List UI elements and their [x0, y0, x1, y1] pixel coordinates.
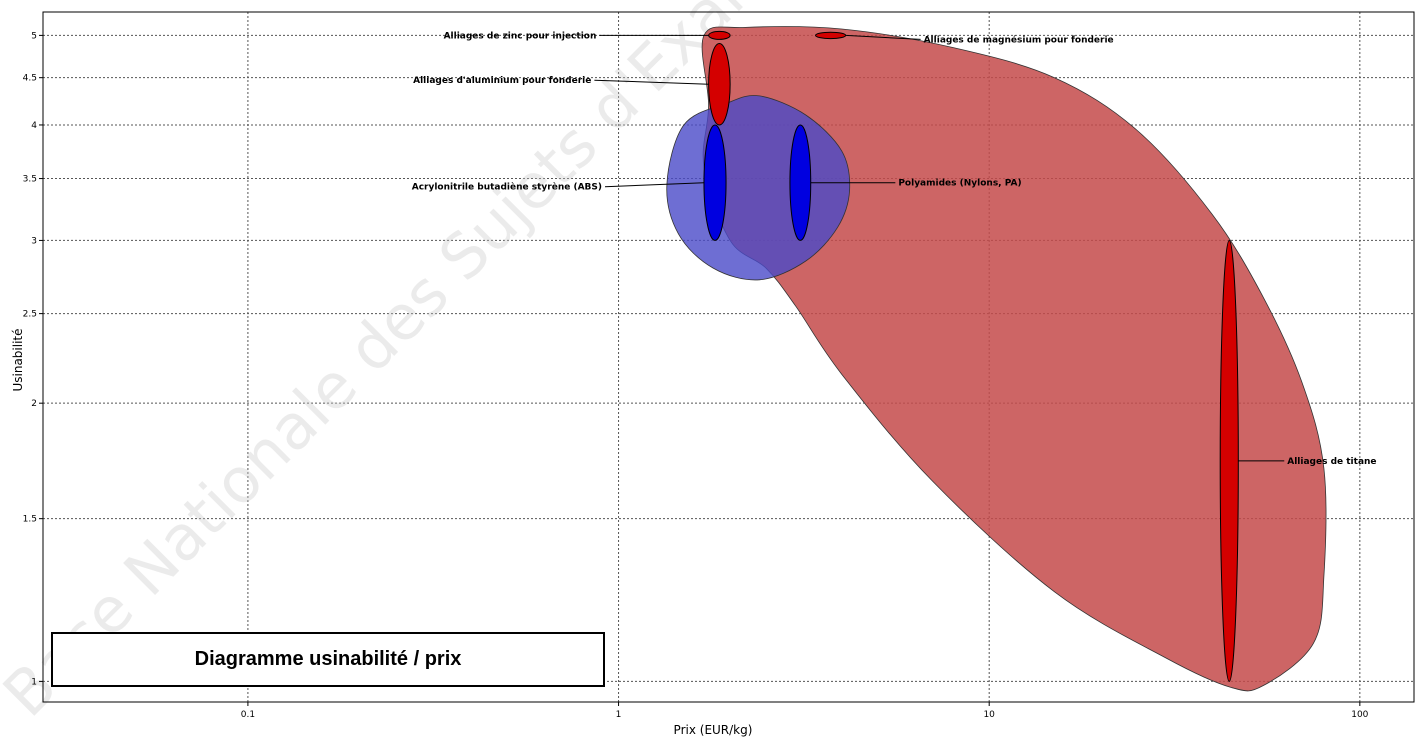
material-ellipse: [1219, 239, 1239, 682]
material-ellipse: [708, 30, 731, 40]
y-tick-label: 3: [31, 236, 37, 246]
material-ellipse: [815, 31, 847, 40]
y-tick-label: 4: [31, 121, 37, 131]
x-tick-label: 100: [1351, 710, 1368, 720]
y-tick-label: 1.5: [23, 515, 37, 525]
material-label: Alliages de magnésium pour fonderie: [924, 34, 1114, 45]
ticks: 0.1 1 10 100 1 1.5 2 2.5 3 3.5 4 4.5 5: [23, 31, 1369, 720]
x-tick-label: 0.1: [241, 710, 255, 720]
material-leader: [845, 34, 921, 40]
material-label: Alliages de titane: [1287, 457, 1376, 467]
material-label: Alliages de zinc pour injection: [444, 31, 597, 41]
material-label: Polyamides (Nylons, PA): [898, 179, 1021, 189]
materials: Alliages de zinc pour injection Alliages …: [412, 30, 1377, 682]
x-axis-title: Prix (EUR/kg): [674, 723, 753, 737]
material-leader: [604, 182, 704, 188]
material-label: Alliages d'aluminium pour fonderie: [413, 76, 591, 86]
plot-frame: [42, 11, 1415, 703]
y-tick-label: 4.5: [23, 74, 37, 84]
y-axis-title: Usinabilité: [11, 328, 25, 391]
chart-caption-box: Diagramme usinabilité / prix: [51, 632, 605, 687]
material-label: Acrylonitrile butadiène styrène (ABS): [412, 182, 602, 193]
plot-area-border: [42, 11, 1415, 703]
y-tick-label: 2: [31, 399, 37, 409]
y-tick-label: 3.5: [23, 175, 37, 185]
material-ellipse: [703, 124, 727, 241]
y-tick-label: 2.5: [23, 310, 37, 320]
material-ellipse: [708, 42, 731, 126]
x-tick-label: 1: [616, 710, 622, 720]
y-tick-label: 1: [31, 677, 37, 687]
material-ellipse: [789, 124, 812, 241]
envelope-metals: [701, 26, 1327, 692]
y-tick-label: 5: [31, 31, 37, 41]
x-tick-label: 10: [983, 710, 995, 720]
material-leader: [594, 79, 709, 85]
